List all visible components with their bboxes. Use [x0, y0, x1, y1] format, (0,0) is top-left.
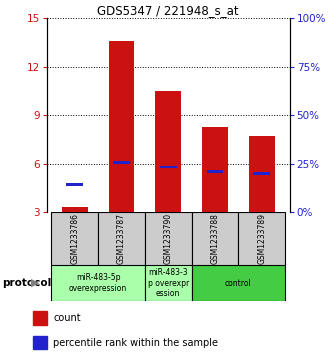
Bar	[33, 311, 47, 325]
Bar	[145, 265, 191, 301]
Bar	[191, 265, 285, 301]
Bar	[238, 212, 285, 265]
Text: protocol: protocol	[2, 278, 51, 288]
Bar	[51, 265, 145, 301]
Text: GSM1233790: GSM1233790	[164, 213, 173, 264]
Bar	[113, 161, 130, 164]
Bar	[202, 127, 228, 212]
Text: GSM1233787: GSM1233787	[117, 213, 126, 264]
Bar	[191, 212, 238, 265]
Bar	[66, 183, 83, 186]
Bar	[33, 336, 47, 350]
Bar	[98, 212, 145, 265]
Text: count: count	[53, 313, 81, 323]
Bar	[109, 41, 134, 212]
Bar	[249, 136, 274, 212]
Text: miR-483-5p
overexpression: miR-483-5p overexpression	[69, 273, 127, 293]
Bar	[51, 212, 98, 265]
Bar	[145, 212, 191, 265]
Title: GDS5347 / 221948_s_at: GDS5347 / 221948_s_at	[97, 4, 239, 17]
Bar	[160, 166, 176, 168]
Bar	[155, 91, 181, 212]
Text: control: control	[225, 279, 252, 287]
Text: percentile rank within the sample: percentile rank within the sample	[53, 338, 218, 348]
Bar	[206, 171, 223, 174]
Bar	[253, 172, 270, 175]
Text: GSM1233789: GSM1233789	[257, 213, 266, 264]
Text: ▶: ▶	[31, 278, 39, 288]
Text: GSM1233788: GSM1233788	[210, 213, 219, 264]
Text: miR-483-3
p overexpr
ession: miR-483-3 p overexpr ession	[148, 268, 189, 298]
Bar	[62, 207, 88, 212]
Text: GSM1233786: GSM1233786	[70, 213, 79, 264]
